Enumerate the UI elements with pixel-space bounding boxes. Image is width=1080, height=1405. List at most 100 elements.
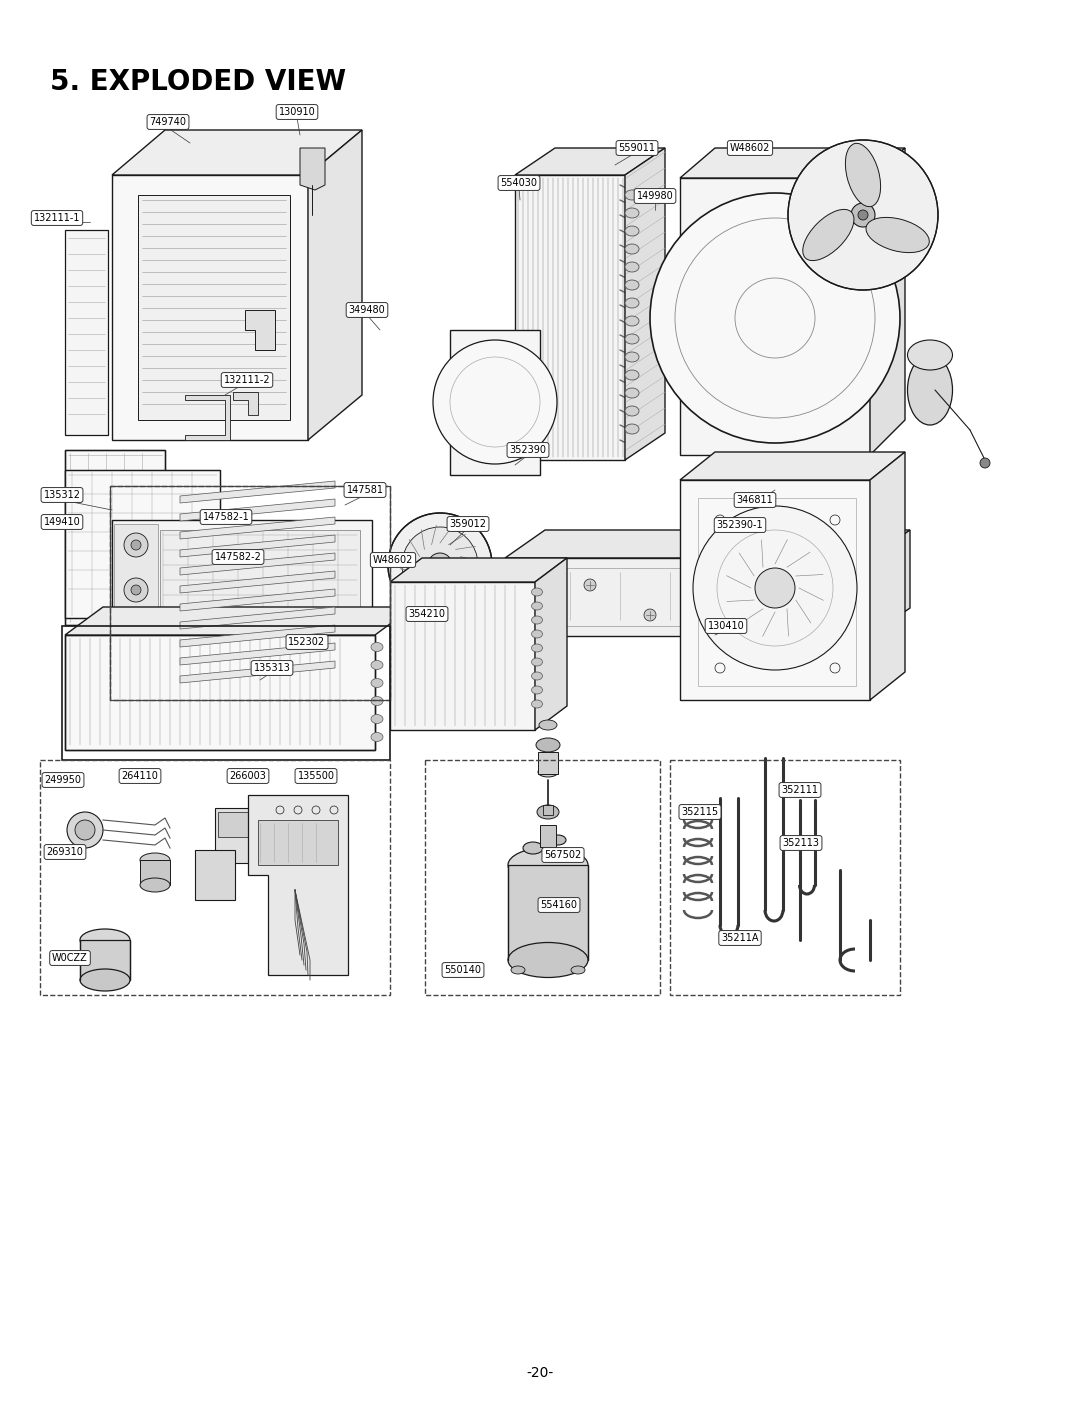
Polygon shape: [138, 195, 291, 420]
Bar: [62, 627, 390, 760]
Polygon shape: [625, 148, 665, 459]
Circle shape: [584, 579, 596, 592]
Bar: [65, 471, 220, 618]
Bar: [258, 821, 338, 865]
Polygon shape: [680, 148, 905, 178]
Circle shape: [131, 629, 141, 641]
Circle shape: [644, 608, 656, 621]
Polygon shape: [180, 607, 335, 629]
Text: W48602: W48602: [730, 143, 770, 153]
Bar: [65, 450, 165, 625]
Text: 132111-2: 132111-2: [224, 375, 270, 385]
Ellipse shape: [140, 853, 170, 867]
Text: 264110: 264110: [122, 771, 159, 781]
Text: W48602: W48602: [373, 555, 414, 565]
Ellipse shape: [531, 629, 542, 638]
Text: 354210: 354210: [408, 608, 446, 620]
Bar: [508, 865, 588, 960]
Ellipse shape: [508, 847, 588, 882]
Polygon shape: [535, 558, 567, 731]
Ellipse shape: [846, 143, 880, 207]
Ellipse shape: [531, 601, 542, 610]
Ellipse shape: [372, 732, 383, 742]
Text: 352390-1: 352390-1: [717, 520, 764, 530]
Ellipse shape: [571, 967, 585, 974]
Bar: [110, 486, 390, 700]
Polygon shape: [180, 660, 335, 683]
Text: W0CZZ: W0CZZ: [52, 953, 87, 962]
Ellipse shape: [907, 355, 953, 424]
Bar: [80, 940, 130, 981]
Bar: [218, 812, 256, 837]
Ellipse shape: [372, 642, 383, 652]
Text: 130910: 130910: [279, 107, 315, 117]
Polygon shape: [112, 131, 362, 176]
Ellipse shape: [866, 218, 929, 253]
Polygon shape: [245, 311, 275, 350]
Ellipse shape: [550, 835, 566, 844]
Circle shape: [755, 568, 795, 608]
Bar: [140, 860, 170, 885]
Ellipse shape: [907, 340, 953, 370]
Polygon shape: [65, 607, 413, 635]
Circle shape: [131, 540, 141, 549]
Polygon shape: [390, 582, 535, 731]
Polygon shape: [248, 795, 348, 975]
Bar: [538, 752, 558, 774]
Polygon shape: [180, 643, 335, 665]
Bar: [426, 760, 660, 995]
Text: 554160: 554160: [540, 901, 578, 910]
Text: 152302: 152302: [288, 636, 325, 646]
Text: 352115: 352115: [681, 806, 718, 816]
Circle shape: [693, 506, 858, 670]
Circle shape: [124, 577, 148, 601]
Polygon shape: [308, 131, 362, 440]
Bar: [65, 635, 375, 750]
Circle shape: [851, 202, 875, 228]
Text: 147582-2: 147582-2: [215, 552, 261, 562]
Bar: [110, 486, 390, 700]
Circle shape: [428, 554, 453, 577]
Text: 249950: 249950: [44, 776, 81, 785]
Bar: [670, 760, 900, 995]
Ellipse shape: [372, 715, 383, 724]
Polygon shape: [180, 481, 335, 503]
Bar: [65, 471, 220, 618]
Circle shape: [433, 340, 557, 464]
Circle shape: [650, 192, 900, 443]
Text: 567502: 567502: [544, 850, 582, 860]
Circle shape: [124, 532, 148, 556]
Ellipse shape: [372, 660, 383, 670]
Circle shape: [124, 622, 148, 646]
Text: 749740: 749740: [149, 117, 187, 126]
Text: 147582-1: 147582-1: [203, 511, 249, 523]
Circle shape: [402, 527, 478, 603]
Ellipse shape: [372, 679, 383, 687]
Polygon shape: [870, 148, 905, 455]
Polygon shape: [870, 530, 910, 636]
Text: 269310: 269310: [46, 847, 83, 857]
Polygon shape: [680, 452, 905, 481]
Polygon shape: [680, 178, 870, 455]
Polygon shape: [300, 148, 325, 190]
Circle shape: [980, 458, 990, 468]
Ellipse shape: [625, 316, 639, 326]
Ellipse shape: [625, 244, 639, 254]
Polygon shape: [65, 230, 108, 436]
Ellipse shape: [536, 738, 561, 752]
Bar: [112, 520, 372, 651]
Circle shape: [67, 812, 103, 849]
Ellipse shape: [625, 208, 639, 218]
Polygon shape: [450, 330, 540, 475]
Bar: [40, 760, 390, 995]
Polygon shape: [505, 558, 870, 636]
Polygon shape: [180, 554, 335, 575]
Ellipse shape: [531, 615, 542, 624]
Text: 352111: 352111: [782, 785, 819, 795]
Text: 554030: 554030: [500, 178, 538, 188]
Text: 559011: 559011: [619, 143, 656, 153]
Ellipse shape: [531, 643, 542, 652]
Text: 346811: 346811: [737, 495, 773, 504]
Bar: [215, 808, 260, 863]
Ellipse shape: [625, 406, 639, 416]
